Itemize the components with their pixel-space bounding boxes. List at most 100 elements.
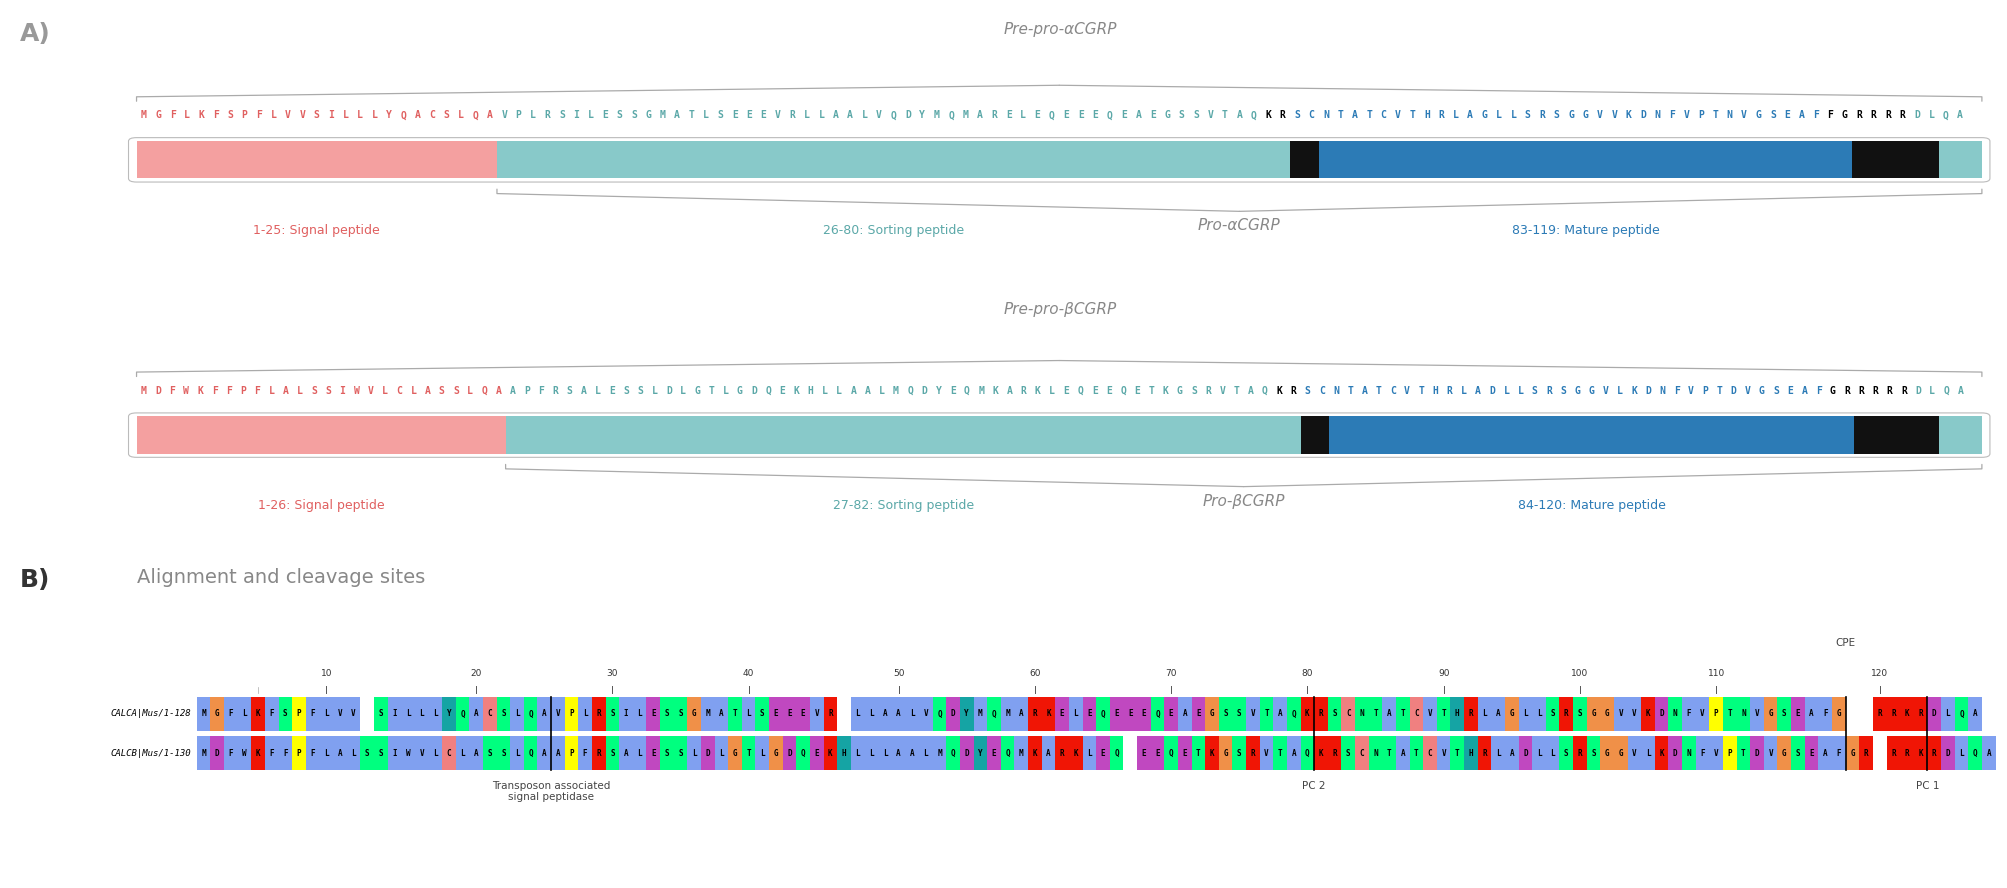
Bar xyxy=(1852,416,1939,454)
Text: A: A xyxy=(895,749,901,757)
Text: R: R xyxy=(1856,110,1860,121)
Text: F: F xyxy=(211,385,217,396)
Text: A): A) xyxy=(20,22,50,46)
Text: A: A xyxy=(474,749,478,757)
Bar xyxy=(741,697,755,731)
Bar xyxy=(891,736,905,770)
Text: T: T xyxy=(708,385,714,396)
Bar xyxy=(265,736,279,770)
Text: R: R xyxy=(1563,710,1567,718)
Bar xyxy=(211,736,225,770)
Bar xyxy=(1913,697,1927,731)
Bar xyxy=(1395,697,1409,731)
Text: Q: Q xyxy=(399,110,405,121)
Text: K: K xyxy=(1074,749,1078,757)
Bar xyxy=(1967,697,1981,731)
Text: V: V xyxy=(1264,749,1268,757)
Text: T: T xyxy=(1387,749,1391,757)
Text: L: L xyxy=(1549,749,1553,757)
Bar xyxy=(809,697,823,731)
Text: G: G xyxy=(1758,385,1764,396)
Bar xyxy=(769,736,783,770)
Text: R: R xyxy=(1032,710,1038,718)
Bar xyxy=(1858,736,1873,770)
Bar xyxy=(1668,736,1682,770)
Text: F: F xyxy=(1822,710,1826,718)
Text: M: M xyxy=(201,749,207,757)
Text: T: T xyxy=(733,710,737,718)
Text: L: L xyxy=(1451,110,1457,121)
Bar xyxy=(265,697,279,731)
Bar xyxy=(1790,736,1804,770)
Bar xyxy=(524,736,538,770)
Text: H: H xyxy=(1467,749,1473,757)
Bar xyxy=(1654,697,1668,731)
Text: K: K xyxy=(1162,385,1168,396)
Text: H: H xyxy=(841,749,845,757)
Text: Y: Y xyxy=(919,110,925,121)
Bar xyxy=(1068,736,1082,770)
Text: G: G xyxy=(1481,110,1487,121)
Text: S: S xyxy=(1772,385,1778,396)
Bar xyxy=(823,736,837,770)
Text: S: S xyxy=(365,749,369,757)
Text: E: E xyxy=(1140,710,1146,718)
Text: S: S xyxy=(566,385,572,396)
Text: K: K xyxy=(199,110,205,121)
Bar xyxy=(1246,736,1258,770)
Text: R: R xyxy=(1333,749,1337,757)
Text: D: D xyxy=(1913,110,1919,121)
Bar xyxy=(1463,697,1477,731)
Text: S: S xyxy=(759,710,765,718)
Text: Q: Q xyxy=(765,385,771,396)
Bar xyxy=(1341,697,1355,731)
Text: T: T xyxy=(1232,385,1238,396)
Bar xyxy=(1477,697,1491,731)
Text: S: S xyxy=(1523,110,1529,121)
Bar xyxy=(1381,697,1395,731)
Bar xyxy=(1409,736,1423,770)
Text: A: A xyxy=(1495,710,1499,718)
Text: A: A xyxy=(1399,749,1405,757)
Text: H: H xyxy=(1455,710,1459,718)
Text: R: R xyxy=(991,110,997,121)
Text: F: F xyxy=(1674,385,1678,396)
Text: R: R xyxy=(1250,749,1254,757)
Bar xyxy=(877,736,891,770)
Text: F: F xyxy=(257,110,261,121)
Text: E: E xyxy=(773,710,779,718)
Text: 50: 50 xyxy=(893,669,903,678)
Bar xyxy=(496,697,510,731)
Text: 40: 40 xyxy=(743,669,755,678)
Bar xyxy=(618,697,632,731)
Text: V: V xyxy=(1596,110,1602,121)
Bar xyxy=(1150,697,1164,731)
Text: V: V xyxy=(337,710,341,718)
Text: A: A xyxy=(496,385,502,396)
Bar xyxy=(959,697,973,731)
Bar xyxy=(1014,697,1028,731)
Text: T: T xyxy=(1716,385,1722,396)
Text: R: R xyxy=(1862,749,1867,757)
Text: E: E xyxy=(1150,110,1156,121)
Bar xyxy=(729,697,741,731)
Bar xyxy=(851,736,865,770)
Bar xyxy=(865,697,877,731)
Text: R: R xyxy=(1917,710,1923,718)
Bar xyxy=(1246,697,1258,731)
Text: S: S xyxy=(610,710,614,718)
Text: E: E xyxy=(1794,710,1800,718)
Text: T: T xyxy=(747,749,751,757)
Text: A: A xyxy=(1957,385,1963,396)
Text: A: A xyxy=(1351,110,1357,121)
Bar xyxy=(1830,736,1844,770)
Text: K: K xyxy=(1905,710,1909,718)
Bar xyxy=(319,697,333,731)
Text: A: A xyxy=(1957,110,1963,121)
Bar xyxy=(1381,736,1395,770)
Bar xyxy=(538,736,550,770)
Text: E: E xyxy=(1060,710,1064,718)
Text: T: T xyxy=(1399,710,1405,718)
Bar xyxy=(373,697,387,731)
Text: R: R xyxy=(1020,385,1026,396)
